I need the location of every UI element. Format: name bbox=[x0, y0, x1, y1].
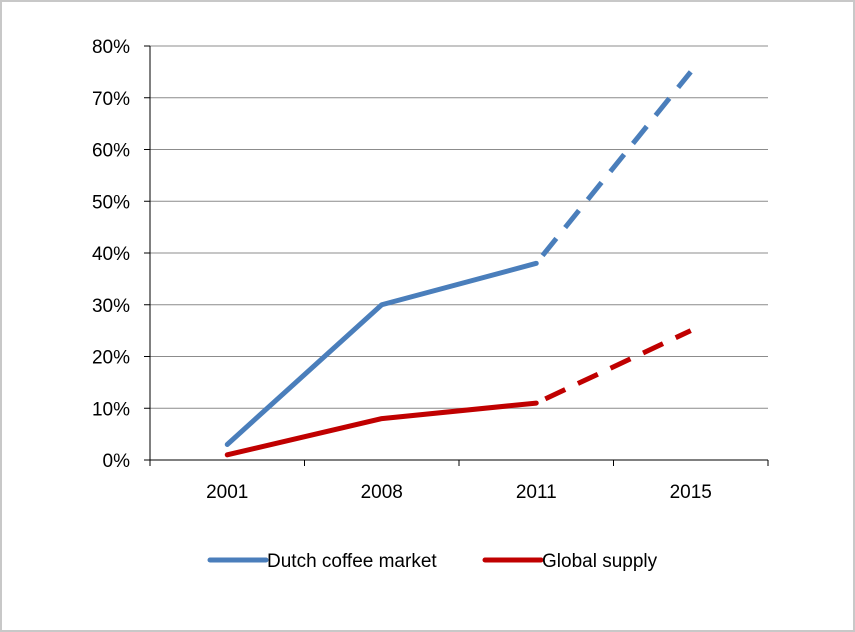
y-tick-label: 40% bbox=[92, 244, 130, 265]
y-tick-label: 0% bbox=[103, 451, 131, 472]
x-tick-label: 2011 bbox=[516, 482, 557, 503]
series-line-projected bbox=[534, 70, 693, 265]
y-tick-label: 30% bbox=[92, 296, 130, 317]
legend-label: Global supply bbox=[542, 551, 658, 572]
series-line-projected bbox=[535, 328, 692, 406]
y-tick-label: 60% bbox=[92, 141, 130, 162]
y-tick-label: 10% bbox=[92, 399, 130, 420]
y-tick-label: 70% bbox=[92, 89, 130, 110]
y-tick-label: 20% bbox=[92, 348, 130, 369]
y-tick-label: 50% bbox=[92, 192, 130, 213]
x-tick-label: 2001 bbox=[206, 482, 248, 503]
x-tick-label: 2015 bbox=[670, 482, 712, 503]
y-tick-label: 80% bbox=[92, 37, 130, 58]
legend-label: Dutch coffee market bbox=[267, 551, 437, 572]
series-line-solid bbox=[224, 400, 539, 458]
x-tick-label: 2008 bbox=[361, 482, 403, 503]
